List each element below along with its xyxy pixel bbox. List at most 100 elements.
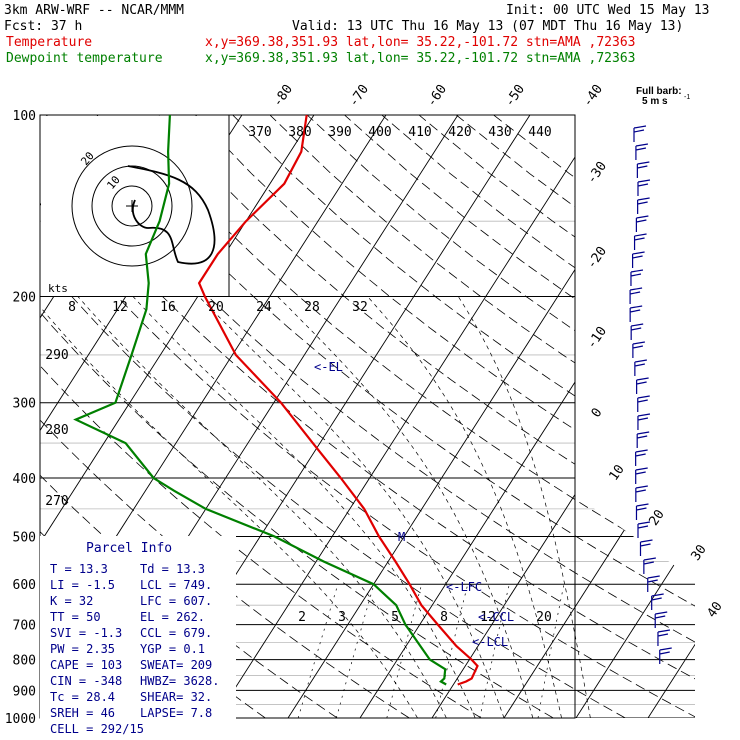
isotherm-line — [287, 115, 675, 718]
wind-barb-icon — [647, 575, 660, 592]
parcel-info-right: LAPSE= 7.8 — [140, 706, 212, 720]
wind-barb-icon — [637, 413, 651, 430]
pressure-tick-label: 400 — [13, 472, 36, 487]
hodograph-trace — [127, 165, 216, 265]
dewpoint-line — [73, 114, 447, 686]
isotherm-tick-label: -10 — [584, 324, 610, 352]
dry-adiabat — [40, 115, 482, 718]
moist-adiabat — [40, 296, 418, 718]
theta-tick-label: 420 — [448, 125, 471, 140]
wind-barb-icon — [651, 593, 664, 610]
wind-barb-icon — [636, 431, 650, 448]
isotherm-tick-label: -50 — [502, 82, 528, 110]
isotherm-tick-label: 10 — [606, 462, 627, 483]
dry-adiabat — [306, 115, 695, 718]
isotherm-tick-label: 20 — [646, 507, 667, 528]
moist-adiabat — [77, 296, 447, 718]
isotherm-line — [575, 115, 695, 718]
wind-barb-icon — [636, 377, 649, 394]
parcel-level-annotation: <-LCL — [472, 635, 508, 649]
barb-key-exponent: -1 — [684, 94, 690, 101]
dry-adiabat — [493, 115, 695, 718]
theta-left-tick-label: 280 — [45, 423, 68, 438]
wind-barb-icon — [639, 539, 653, 556]
parcel-info-left: SVI = -1.3 — [50, 626, 122, 640]
pressure-tick-label: 900 — [13, 684, 36, 699]
dry-adiabat — [344, 115, 695, 718]
wind-barb-icon — [631, 251, 645, 268]
parcel-info-right: SHEAR= 32. — [140, 690, 212, 704]
pressure-tick-label: 600 — [13, 578, 36, 593]
isotherm-line — [431, 115, 695, 718]
parcel-info-right: SWEAT= 209 — [140, 658, 212, 672]
hodo-speed-tick-label: 20 — [208, 300, 224, 315]
hodo-speed-tick-label: 8 — [68, 300, 76, 315]
hodo-speed-tick-label: 12 — [112, 300, 128, 315]
wind-barb-icon — [635, 503, 649, 520]
dry-adiabat — [83, 115, 695, 718]
parcel-info-box: Parcel Info T = 13.3 Td = 13.3 LI = -1.5 LC… — [40, 536, 236, 736]
dry-adiabat — [40, 115, 626, 718]
barb-key-title: Full barb: — [636, 86, 682, 97]
wind-barb-icon — [634, 359, 647, 376]
pressure-tick-label: 1000 — [5, 712, 36, 727]
isotherm-line — [503, 115, 695, 718]
hodo-speed-tick-label: 28 — [304, 300, 320, 315]
parcel-info-right: CCL = 679. — [140, 626, 212, 640]
wind-barb-icon — [643, 557, 656, 574]
wind-barb-icon — [635, 215, 649, 232]
isotherm-tick-label: -20 — [584, 244, 610, 272]
wind-barb-icon — [637, 395, 650, 412]
parcel-info-right: Td = 13.3 — [140, 562, 205, 576]
hodograph-ring — [111, 185, 153, 227]
theta-tick-label: 390 — [328, 125, 351, 140]
mixing-ratio-tick-label: 3 — [338, 610, 346, 625]
isotherm-tick-label: -30 — [584, 159, 610, 187]
isotherm-line — [720, 115, 740, 718]
theta-tick-label: 400 — [368, 125, 391, 140]
isotherm-line — [40, 115, 315, 718]
theta-left-tick-label: 270 — [45, 494, 68, 509]
theta-tick-label: 440 — [528, 125, 551, 140]
mixing-ratio-tick-label: 8 — [440, 610, 448, 625]
barb-key-value: 5 m s — [642, 96, 668, 107]
hodo-speed-tick-label: 24 — [256, 300, 272, 315]
temperature-legend-info: x,y=369.38,351.93 lat,lon= 35.22,-101.72… — [205, 35, 635, 50]
pressure-tick-label: 300 — [13, 397, 36, 412]
wind-barb-icon — [637, 179, 651, 196]
wind-barb-icon — [633, 233, 647, 250]
pressure-tick-label: 700 — [13, 619, 36, 634]
dry-adiabat — [40, 115, 554, 718]
parcel-level-annotation: <-EL — [314, 360, 343, 374]
parcel-info-right: HWBZ= 3628. — [140, 674, 219, 688]
dry-adiabat — [40, 115, 410, 718]
hodograph-ring — [71, 145, 193, 267]
wind-barb-icon — [659, 647, 672, 664]
wind-barb-icon — [635, 467, 648, 484]
theta-left-tick-label: 290 — [45, 348, 68, 363]
forecast-hour: Fcst: 37 h — [4, 19, 82, 34]
dry-adiabat — [418, 115, 695, 718]
hodo-speed-tick-label: 32 — [352, 300, 368, 315]
dry-adiabat — [40, 115, 695, 718]
pressure-tick-label: 200 — [13, 291, 36, 306]
parcel-info-left: LI = -1.5 — [50, 578, 115, 592]
theta-tick-label: 380 — [288, 125, 311, 140]
theta-tick-label: 410 — [408, 125, 431, 140]
mixing-ratio-line — [537, 584, 565, 718]
isotherm-tick-label: 40 — [704, 599, 725, 620]
hodograph-unit-label: kts — [48, 282, 68, 295]
parcel-level-annotation: <-CCL — [478, 610, 514, 624]
pressure-tick-label: 800 — [13, 654, 36, 669]
wind-barbs — [629, 125, 672, 664]
isotherm-tick-label: 30 — [688, 542, 709, 563]
moist-adiabat — [458, 296, 591, 718]
mixing-ratio-tick-label: 5 — [391, 610, 399, 625]
theta-tick-label: 370 — [248, 125, 271, 140]
mixing-ratio-tick-label: 12 — [480, 610, 496, 625]
wind-barb-icon — [635, 449, 648, 466]
hodo-speed-tick-label: 16 — [160, 300, 176, 315]
dry-adiabat — [157, 115, 695, 718]
